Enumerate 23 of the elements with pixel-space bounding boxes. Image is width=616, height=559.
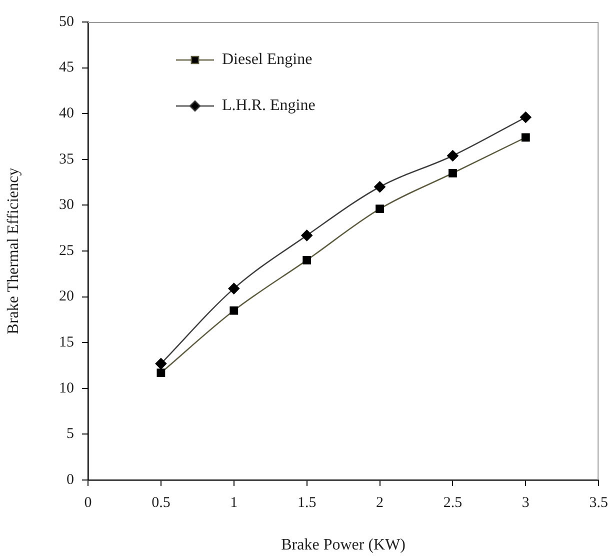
- x-axis-title: Brake Power (KW): [281, 536, 406, 554]
- legend-label: L.H.R. Engine: [222, 97, 316, 114]
- x-tick-label: 2: [376, 494, 384, 511]
- y-tick-label: 0: [66, 472, 74, 488]
- y-axis-title: Brake Thermal Efficiency: [4, 168, 22, 334]
- x-tick-label: 0.5: [152, 494, 170, 511]
- y-tick-label: 30: [59, 197, 74, 214]
- y-tick-label: 15: [59, 334, 74, 351]
- y-tick-label: 40: [59, 106, 74, 122]
- x-tick-label: 2.5: [443, 494, 462, 511]
- y-tick-label: 45: [59, 60, 74, 76]
- x-tick-label: 3: [522, 494, 530, 511]
- legend-label: Diesel Engine: [222, 51, 312, 68]
- y-tick-label: 25: [59, 242, 74, 259]
- y-tick-label: 35: [59, 151, 74, 168]
- x-tick-label: 1: [230, 494, 238, 511]
- y-tick-label: 10: [59, 380, 74, 396]
- x-tick-label: 0: [84, 494, 92, 511]
- y-tick-label: 20: [59, 288, 74, 305]
- y-tick-label: 50: [59, 14, 74, 30]
- x-tick-label: 1.5: [297, 494, 316, 511]
- x-tick-label: 3.5: [589, 494, 608, 511]
- y-tick-label: 5: [66, 426, 74, 442]
